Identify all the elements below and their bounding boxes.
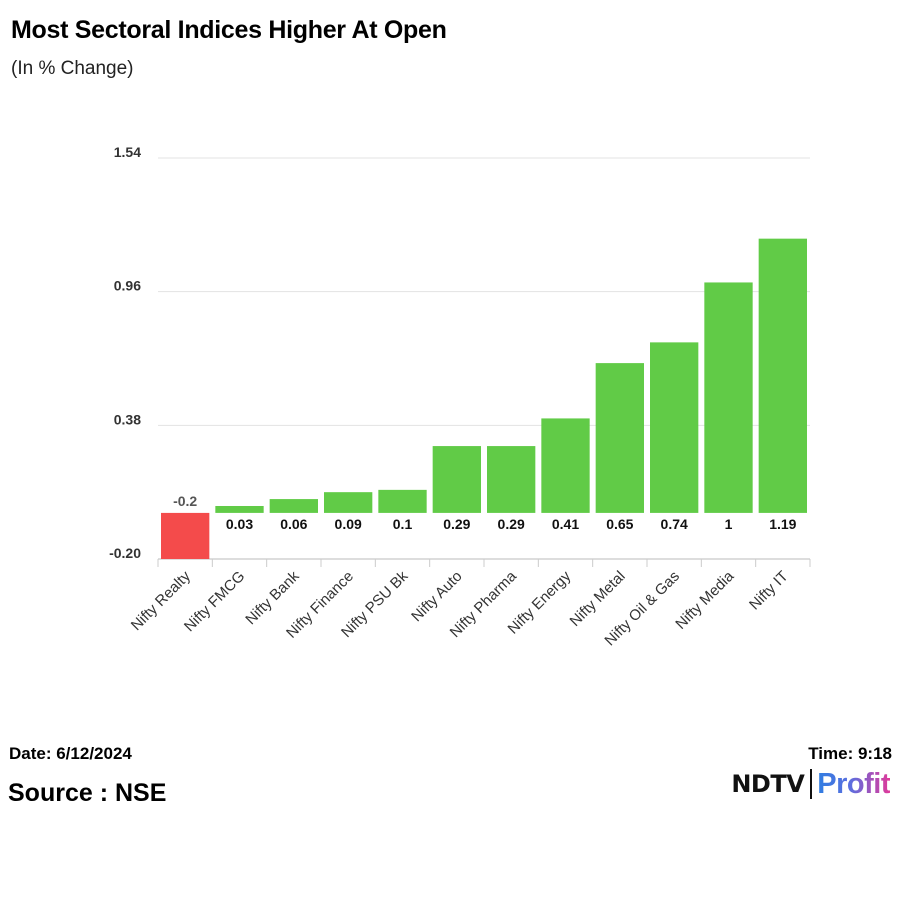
data-label: 0.03 (226, 516, 253, 532)
data-label: 0.65 (606, 516, 633, 532)
time-label: Time: 9:18 (808, 744, 892, 763)
bar (324, 492, 373, 513)
data-label: 0.1 (393, 516, 413, 532)
logo-profit-text: Profit (817, 767, 890, 800)
data-label: 1 (725, 516, 733, 532)
bar (704, 282, 753, 513)
y-tick-label: 0.38 (114, 411, 141, 427)
data-label: 0.29 (443, 516, 470, 532)
y-tick-label: -0.20 (109, 545, 141, 561)
bar (650, 342, 699, 513)
y-tick-label: 1.54 (114, 144, 141, 160)
bar (161, 512, 210, 559)
data-label: 0.41 (552, 516, 579, 532)
y-tick-label: 0.96 (114, 278, 141, 294)
bar (269, 499, 318, 513)
x-tick-label: Nifty Media (672, 567, 738, 633)
logo-ndtv-text: NDTV (731, 770, 805, 798)
bar (541, 418, 590, 513)
bar (595, 363, 644, 513)
bar (758, 238, 807, 513)
bar (487, 446, 536, 513)
x-tick-label: Nifty Auto (408, 568, 465, 625)
chart-subtitle: (In % Change) (11, 58, 134, 79)
data-label: 1.19 (769, 516, 796, 532)
date-label: Date: 6/12/2024 (9, 744, 132, 763)
logo-divider (810, 769, 813, 799)
data-label: 0.09 (335, 516, 362, 532)
chart-title: Most Sectoral Indices Higher At Open (11, 16, 447, 44)
data-label: -0.2 (173, 493, 197, 509)
data-label: 0.29 (498, 516, 525, 532)
data-label: 0.74 (661, 516, 688, 532)
data-label: 0.06 (280, 516, 307, 532)
ndtv-profit-logo: NDTV Profit (731, 766, 890, 802)
bar (378, 489, 427, 513)
source-label: Source : NSE (8, 779, 167, 807)
x-tick-label: Nifty IT (746, 568, 792, 614)
bar (215, 505, 264, 513)
bar (432, 446, 481, 513)
